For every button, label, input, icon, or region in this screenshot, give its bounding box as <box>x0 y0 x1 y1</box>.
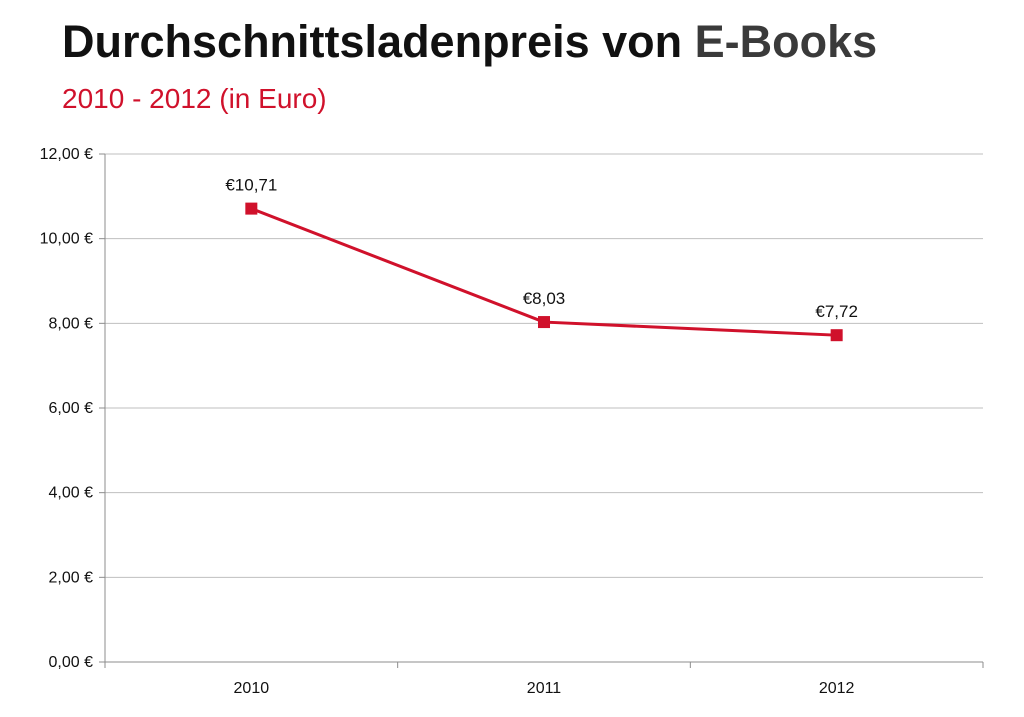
data-point-2010 <box>245 202 258 215</box>
y-tick-label-2: 4,00 € <box>49 485 94 502</box>
series <box>245 202 843 342</box>
grid-lines <box>105 153 983 578</box>
data-label-2011: €8,03 <box>523 289 566 308</box>
axes <box>99 153 984 668</box>
y-tick-label-6: 12,00 € <box>40 146 93 163</box>
x-tick-label-2012: 2012 <box>819 680 855 697</box>
y-tick-labels: 0,00 € 2,00 € 4,00 € 6,00 € 8,00 € 10,00 € 12,… <box>40 146 93 671</box>
x-tick-label-2011: 2011 <box>527 680 562 697</box>
y-tick-label-1: 2,00 € <box>49 569 94 586</box>
y-tick-label-4: 8,00 € <box>49 315 94 332</box>
data-labels: €10,71 €8,03 €7,72 <box>225 176 858 322</box>
data-point-2011 <box>538 316 550 329</box>
y-tick-label-3: 6,00 € <box>49 400 94 417</box>
chart-subtitle: 2010 - 2012 (in Euro) <box>62 83 327 114</box>
chart-title-main: Durchschnittsladenpreis von <box>62 16 695 67</box>
chart-title-accent: E-Books <box>694 16 878 67</box>
x-tick-label-2010: 2010 <box>234 680 270 697</box>
data-label-2010: €10,71 <box>225 176 277 195</box>
y-tick-label-5: 10,00 € <box>40 231 93 248</box>
data-point-2012 <box>830 329 843 342</box>
chart-title: Durchschnittsladenpreis von E-Books <box>62 14 877 70</box>
data-label-2012: €7,72 <box>815 302 858 321</box>
x-tick-labels: 2010 2011 2012 <box>234 680 855 697</box>
y-tick-label-0: 0,00 € <box>49 654 94 671</box>
